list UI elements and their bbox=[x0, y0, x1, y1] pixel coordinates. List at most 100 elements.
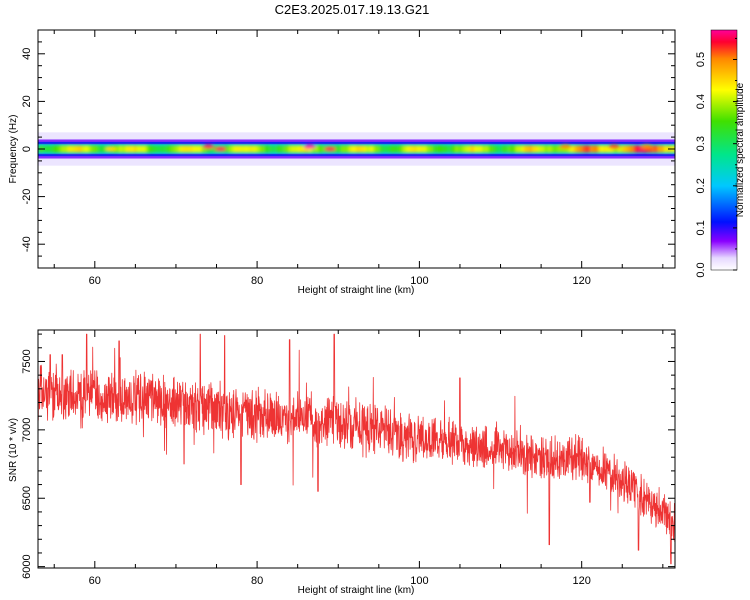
band-core-cell bbox=[508, 145, 511, 153]
band-core-cell bbox=[292, 145, 295, 153]
band-core-cell bbox=[606, 145, 609, 153]
band-core-cell bbox=[410, 145, 413, 153]
band-core-cell bbox=[444, 145, 447, 153]
colorbar-tick-label: 0.4 bbox=[695, 94, 707, 109]
band-core-cell bbox=[538, 145, 541, 153]
band-core-cell bbox=[592, 145, 595, 153]
colorbar-label: Normalized spectral amplitude bbox=[735, 82, 746, 217]
band-core-cell bbox=[74, 145, 77, 153]
band-core-cell bbox=[512, 145, 515, 153]
band-core-cell bbox=[176, 145, 179, 153]
band-core bbox=[38, 144, 675, 153]
band-core-cell bbox=[474, 145, 477, 153]
band-core-cell bbox=[168, 145, 171, 153]
band-core-cell bbox=[302, 145, 305, 153]
band-core-cell bbox=[272, 145, 275, 153]
band-core-cell bbox=[534, 145, 537, 153]
band-core-cell bbox=[388, 145, 391, 153]
band-core-cell bbox=[184, 145, 187, 153]
band-core-cell bbox=[502, 145, 505, 153]
band-core-cell bbox=[646, 145, 649, 153]
band-core-cell bbox=[486, 145, 489, 153]
band-core-cell bbox=[514, 145, 517, 153]
band-core-cell bbox=[546, 145, 549, 153]
band-core-cell bbox=[58, 145, 61, 153]
band-core-cell bbox=[408, 145, 411, 153]
band-core-cell bbox=[422, 145, 425, 153]
band-core-cell bbox=[360, 145, 363, 153]
band-core-cell bbox=[72, 145, 75, 153]
band-core-cell bbox=[452, 145, 455, 153]
band-core-cell bbox=[626, 145, 629, 153]
band-core-cell bbox=[456, 145, 459, 153]
band-core-cell bbox=[180, 145, 183, 153]
band-core-cell bbox=[466, 145, 469, 153]
band-core-cell bbox=[518, 145, 521, 153]
band-core-cell bbox=[644, 145, 647, 153]
band-core-cell bbox=[260, 145, 263, 153]
snr-series-line bbox=[38, 333, 675, 565]
band-core-cell bbox=[492, 145, 495, 153]
band-core-cell bbox=[438, 145, 441, 153]
band-core-cell bbox=[286, 145, 289, 153]
colorbar-tick-label: 0.0 bbox=[695, 262, 707, 277]
snr-x-label: Height of straight line (km) bbox=[298, 585, 415, 596]
snr-frame bbox=[37, 329, 676, 569]
band-core-cell bbox=[154, 145, 157, 153]
band-core-cell bbox=[304, 145, 307, 153]
colorbar-tick-label: 0.3 bbox=[695, 136, 707, 151]
band-core-cell bbox=[536, 145, 539, 153]
band-core-cell bbox=[530, 145, 533, 153]
x-tick-label: 80 bbox=[251, 275, 263, 287]
band-core-cell bbox=[178, 145, 181, 153]
band-core-cell bbox=[574, 145, 577, 153]
band-core-cell bbox=[470, 145, 473, 153]
y-tick-label: 40 bbox=[21, 48, 33, 60]
spectral-peak bbox=[214, 146, 227, 152]
y-tick-label: 7000 bbox=[21, 418, 33, 442]
band-core-cell bbox=[594, 145, 597, 153]
spectrogram-frame bbox=[37, 29, 676, 269]
spectral-peak bbox=[608, 144, 621, 149]
band-core-cell bbox=[612, 145, 615, 153]
band-core-cell bbox=[92, 145, 95, 153]
band-core-cell bbox=[312, 145, 315, 153]
band-core-cell bbox=[66, 145, 69, 153]
band-core-cell bbox=[298, 145, 301, 153]
spectral-peak bbox=[559, 144, 572, 149]
band-core-cell bbox=[584, 145, 587, 153]
band-core-cell bbox=[412, 145, 415, 153]
band-core-cell bbox=[44, 145, 47, 153]
band-core-cell bbox=[290, 145, 293, 153]
band-core-cell bbox=[54, 145, 57, 153]
band-core-cell bbox=[362, 145, 365, 153]
band-core-cell bbox=[550, 145, 553, 153]
band-core-cell bbox=[158, 145, 161, 153]
band-core-cell bbox=[442, 145, 445, 153]
band-core-cell bbox=[578, 145, 581, 153]
band-core-cell bbox=[566, 145, 569, 153]
band-core-cell bbox=[498, 145, 501, 153]
colorbar-scale bbox=[710, 29, 738, 271]
band-core-cell bbox=[262, 145, 265, 153]
band-core-cell bbox=[406, 145, 409, 153]
band-core-cell bbox=[342, 145, 345, 153]
band-core-cell bbox=[320, 145, 323, 153]
band-core-cell bbox=[198, 145, 201, 153]
band-core-cell bbox=[316, 145, 319, 153]
band-core-cell bbox=[96, 145, 99, 153]
band-core-cell bbox=[396, 145, 399, 153]
band-core-cell bbox=[196, 145, 199, 153]
band-core-cell bbox=[596, 145, 599, 153]
band-core-cell bbox=[652, 145, 655, 153]
y-tick-label: 20 bbox=[21, 95, 33, 107]
band-core-cell bbox=[86, 145, 89, 153]
band-core-cell bbox=[428, 145, 431, 153]
y-tick-label: 6000 bbox=[21, 554, 33, 578]
band-core-cell bbox=[640, 145, 643, 153]
band-core-cell bbox=[236, 145, 239, 153]
band-core-cell bbox=[350, 145, 353, 153]
band-core-cell bbox=[484, 145, 487, 153]
band-core-cell bbox=[126, 145, 129, 153]
